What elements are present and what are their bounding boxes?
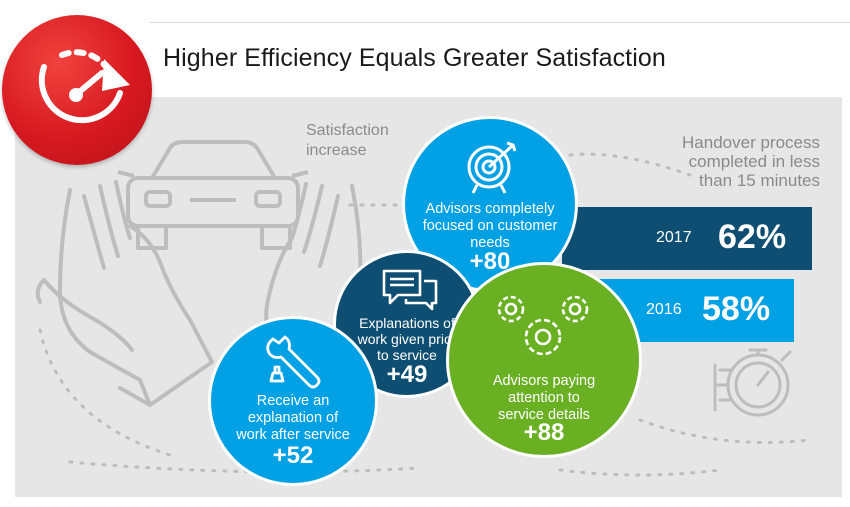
bar-2017: 2017 62% (562, 207, 812, 270)
bar-year-label: 2016 (646, 301, 682, 318)
bubble-value: +52 (272, 442, 314, 469)
handover-label-line3: than 15 minutes (699, 171, 820, 190)
speedometer-badge (2, 15, 152, 165)
bubble-explanation-after: Receive an explanation of work after ser… (208, 316, 378, 486)
bar-value-label: 62% (718, 218, 787, 256)
satisfaction-label: Satisfaction increase (306, 121, 389, 161)
bubble-advisors-attention: Advisors paying attention to service det… (446, 262, 642, 458)
bubble-label-line: Receive an (256, 393, 330, 409)
bar-year-label: 2017 (656, 229, 692, 246)
road-line-br (558, 468, 722, 477)
bubble-label-line: to service (377, 347, 437, 363)
bubble-label: Advisors paying attention to service det… (449, 373, 639, 424)
satisfaction-label-line1: Satisfaction (306, 122, 389, 139)
speedometer-icon (38, 49, 130, 124)
top-divider (150, 22, 850, 23)
bubble-label: Receive an explanation of work after ser… (211, 393, 375, 444)
road-line-left (38, 328, 172, 457)
bubble-label-line: service details (498, 407, 590, 423)
handover-label-line2: completed in less (688, 152, 820, 171)
bubble-label-line: Advisors completely (425, 201, 555, 217)
stopwatch-icon (713, 348, 792, 417)
page-title: Higher Efficiency Equals Greater Satisfa… (163, 44, 666, 72)
road-line-right (638, 418, 812, 444)
gears-icon (497, 295, 589, 356)
bubble-value: +88 (523, 419, 565, 446)
bubble-label-line: Advisors paying (492, 373, 596, 389)
bubble-label-line: Explanations of (359, 315, 455, 331)
bubble-label: Advisors completely focused on customer … (405, 201, 575, 252)
road-line-top (568, 152, 692, 177)
wrench-icon (266, 335, 321, 389)
handover-label-line1: Handover process (682, 133, 820, 152)
handover-label: Handover process completed in less than … (682, 133, 820, 190)
bubble-label-line: explanation of (247, 410, 339, 426)
bubble-label: Explanations of work given prior to serv… (336, 315, 478, 363)
bubble-value: +49 (386, 361, 428, 388)
bubble-label-line: work given prior (357, 331, 457, 347)
bubble-label-line: needs (470, 235, 510, 251)
bubble-label-line: work after service (236, 427, 350, 443)
car-icon (117, 140, 309, 250)
target-icon (467, 141, 517, 194)
bar-value-label: 58% (702, 290, 771, 328)
satisfaction-label-line2: increase (306, 142, 367, 159)
bubble-label-line: attention to (508, 390, 580, 406)
bubble-label-line: focused on customer (422, 218, 558, 234)
chat-icon (382, 269, 438, 311)
